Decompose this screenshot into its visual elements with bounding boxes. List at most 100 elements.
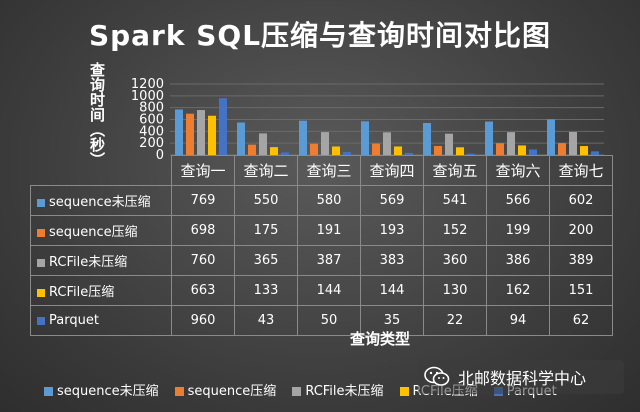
x-tick-label: 查询七 — [549, 155, 613, 186]
bar — [423, 122, 431, 155]
legend-swatch — [292, 387, 302, 396]
series-swatch — [37, 288, 45, 297]
data-label: 62 — [549, 305, 613, 336]
x-tick-label: 查询三 — [297, 155, 361, 186]
bar — [332, 146, 340, 155]
bar — [518, 145, 526, 155]
data-label: 365 — [234, 245, 298, 276]
bar — [343, 152, 351, 155]
chart-title: Spark SQL压缩与查询时间对比图 — [88, 19, 552, 52]
legend-label: RCFile未压缩 — [305, 384, 384, 399]
data-label: 162 — [486, 275, 550, 306]
data-label: 130 — [423, 275, 487, 306]
bar — [445, 133, 453, 155]
series-name: sequence未压缩 — [49, 195, 151, 210]
series-label: sequence未压缩 — [30, 185, 172, 216]
bar — [237, 122, 245, 155]
data-label: 152 — [423, 215, 487, 246]
bar — [270, 147, 278, 155]
series-name: sequence压缩 — [49, 225, 138, 240]
wechat-icon — [424, 366, 450, 388]
legend-item: sequence未压缩 — [44, 380, 159, 399]
data-label: 199 — [486, 215, 550, 246]
legend-swatch — [174, 387, 184, 396]
data-label: 151 — [549, 275, 613, 306]
bar — [175, 109, 183, 155]
legend-item: sequence压缩 — [174, 380, 277, 399]
x-tick-label: 查询六 — [486, 155, 550, 186]
data-label: 43 — [234, 305, 298, 336]
legend-item: RCFile未压缩 — [292, 380, 384, 399]
bar — [310, 143, 318, 155]
y-tick-label: 1200 — [131, 77, 164, 92]
series-label: RCFile压缩 — [30, 275, 172, 306]
data-label: 960 — [171, 305, 235, 336]
data-label: 541 — [423, 185, 487, 216]
data-label: 144 — [360, 275, 424, 306]
x-tick-label: 查询一 — [171, 155, 235, 186]
data-label: 698 — [171, 215, 235, 246]
bar — [321, 132, 329, 155]
x-tick-label: 查询四 — [360, 155, 424, 186]
legend-label: sequence压缩 — [187, 384, 277, 399]
data-label: 191 — [297, 215, 361, 246]
data-label: 360 — [423, 245, 487, 276]
series-label: RCFile未压缩 — [30, 245, 172, 276]
x-axis-label: 查询类型 — [350, 330, 411, 348]
data-label: 35 — [360, 305, 424, 336]
bar — [372, 143, 380, 155]
bar — [558, 143, 566, 155]
data-label: 133 — [234, 275, 298, 306]
bar — [197, 110, 205, 155]
legend-swatch — [44, 387, 53, 396]
bar — [507, 132, 515, 155]
legend-swatch — [399, 387, 409, 396]
series-swatch — [37, 198, 45, 207]
bar — [485, 121, 493, 155]
data-label: 663 — [171, 275, 235, 306]
bar — [580, 146, 588, 155]
table-row: Parquet 960 43 50 35 22 94 62 — [30, 305, 613, 336]
series-label: Parquet — [30, 305, 172, 336]
data-label: 566 — [486, 185, 550, 216]
x-tick-label: 查询二 — [234, 155, 298, 186]
bar — [434, 146, 442, 155]
data-label: 94 — [486, 305, 550, 336]
data-label: 50 — [297, 305, 361, 336]
series-label: sequence压缩 — [30, 215, 172, 246]
bar — [299, 120, 307, 155]
data-label: 760 — [171, 245, 235, 276]
data-label: 580 — [297, 185, 361, 216]
table-corner — [30, 155, 172, 186]
table-row: RCFile压缩 663 133 144 144 130 162 151 — [30, 275, 613, 306]
bar — [281, 152, 289, 155]
bar — [547, 119, 555, 155]
y-tick-label: 1000 — [131, 89, 164, 104]
series-swatch — [37, 228, 45, 237]
data-label: 602 — [549, 185, 613, 216]
table-row: sequence未压缩 769 550 580 569 541 566 602 — [30, 185, 613, 216]
bar — [405, 152, 413, 155]
data-label: 144 — [297, 275, 361, 306]
data-label: 175 — [234, 215, 298, 246]
bar — [361, 121, 369, 155]
y-tick-label: 400 — [139, 124, 164, 139]
bar — [394, 146, 402, 155]
table-row: sequence压缩 698 175 191 193 152 199 200 — [30, 215, 613, 246]
bar — [219, 98, 227, 155]
data-table: 查询一 查询二 查询三 查询四 查询五 查询六 查询七 sequence未压缩 769 550 58… — [30, 155, 613, 336]
table-row: RCFile未压缩 760 365 387 383 360 386 389 — [30, 245, 613, 276]
bar — [208, 115, 216, 155]
series-name: RCFile未压缩 — [49, 255, 128, 270]
bar — [186, 113, 194, 155]
series-swatch — [37, 316, 45, 325]
data-label: 769 — [171, 185, 235, 216]
y-axis-label: 查询时间（秒） — [88, 62, 106, 167]
data-label: 193 — [360, 215, 424, 246]
bar — [467, 153, 475, 155]
bar — [456, 147, 464, 155]
y-tick-label: 200 — [139, 136, 164, 151]
watermark-text: 北邮数据科学中心 — [458, 369, 587, 388]
series-swatch — [37, 258, 45, 267]
y-tick-label: 600 — [139, 113, 164, 128]
